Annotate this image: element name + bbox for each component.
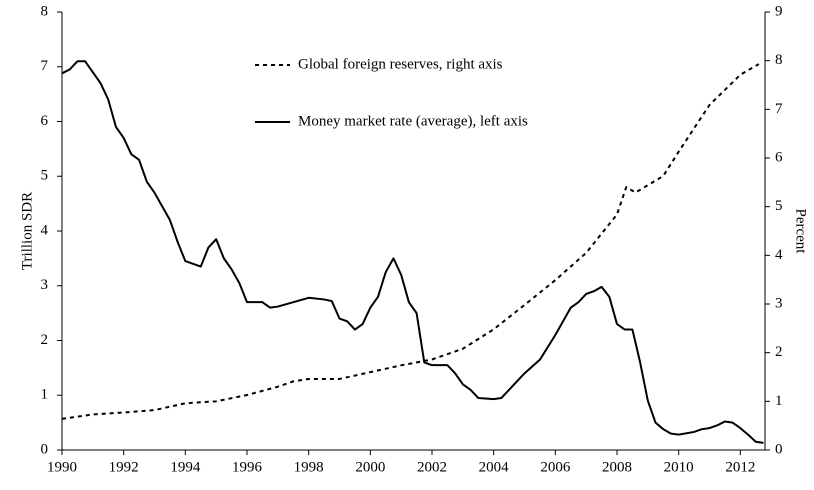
x-tick-label: 1994 [170, 459, 201, 475]
y-tick-label: 8 [41, 3, 49, 19]
y-tick-label: 2 [41, 332, 49, 348]
y2-tick-label: 8 [775, 52, 783, 68]
x-tick-label: 1990 [47, 459, 77, 475]
x-tick-label: 1996 [232, 459, 263, 475]
x-tick-label: 2000 [355, 459, 385, 475]
x-tick-label: 2004 [479, 459, 510, 475]
y-tick-label: 1 [41, 387, 49, 403]
x-tick-label: 1998 [294, 459, 324, 475]
y2-tick-label: 7 [775, 101, 783, 117]
y2-tick-label: 5 [775, 198, 783, 214]
y2-tick-label: 4 [775, 247, 783, 263]
y-tick-label: 0 [41, 441, 49, 457]
y2-tick-label: 2 [775, 344, 783, 360]
legend: Global foreign reserves, right axis Mone… [255, 56, 528, 129]
y-tick-label: 6 [41, 113, 49, 129]
y2-tick-label: 6 [775, 149, 783, 165]
y2-tick-label: 1 [775, 393, 783, 409]
x-tick-label: 2010 [664, 459, 694, 475]
x-tick-label: 2008 [602, 459, 632, 475]
x-tick-label: 2006 [540, 459, 571, 475]
x-tick-label: 2012 [725, 459, 755, 475]
y-tick-label: 4 [41, 222, 49, 238]
y2-tick-label: 0 [775, 441, 783, 457]
y-tick-label: 7 [41, 58, 49, 74]
legend-label: Money market rate (average), left axis [298, 113, 528, 129]
x-tick-label: 1992 [109, 459, 139, 475]
y-tick-label: 5 [41, 168, 49, 184]
y2-axis-label: Percent [793, 209, 809, 255]
y2-tick-label: 3 [775, 295, 783, 311]
y2-tick-label: 9 [775, 3, 783, 19]
y-axis-label: Trillion SDR [19, 192, 35, 270]
x-tick-label: 2002 [417, 459, 447, 475]
series-line [61, 63, 760, 420]
series-line [61, 60, 764, 444]
y-tick-label: 3 [41, 277, 49, 293]
legend-label: Global foreign reserves, right axis [298, 56, 503, 72]
